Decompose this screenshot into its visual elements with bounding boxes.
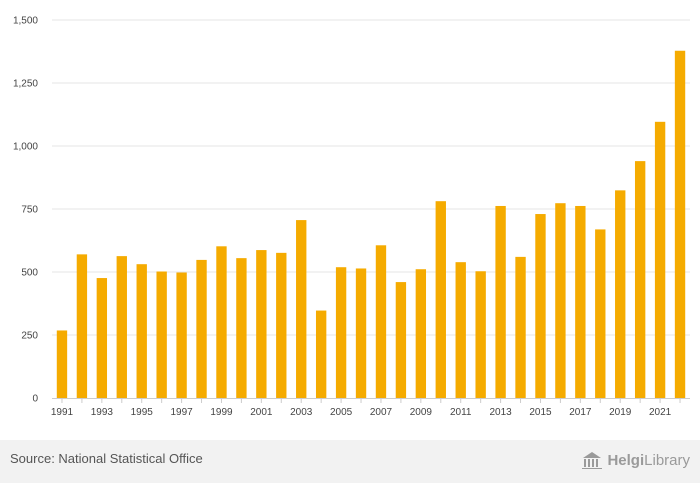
y-tick-label: 1,250 — [13, 79, 38, 90]
bar-2019 — [615, 190, 626, 398]
bar-2010 — [435, 201, 446, 398]
x-tick-label: 2005 — [330, 407, 353, 418]
footer-bar — [0, 440, 700, 483]
bar-2016 — [555, 203, 566, 398]
x-tick-label: 1997 — [170, 407, 193, 418]
bar-2021 — [654, 121, 666, 399]
bar-1997 — [176, 272, 187, 398]
y-tick-label: 500 — [21, 268, 38, 279]
bar-2002 — [276, 252, 287, 398]
bar-2018 — [595, 229, 606, 398]
bar-2008 — [395, 282, 407, 398]
y-tick-label: 750 — [21, 205, 38, 216]
bar-1999 — [216, 246, 227, 398]
x-axis-ticks: 1991 1993 1995 1997 1999 2001 2003 2005 2007 2009… — [51, 398, 681, 418]
bar-2017 — [575, 205, 586, 398]
x-tick-label: 2015 — [529, 407, 552, 418]
x-tick-label: 2019 — [609, 407, 632, 418]
x-tick-label: 2001 — [250, 407, 273, 418]
x-tick-label: 2009 — [410, 407, 433, 418]
y-tick-label: 0 — [32, 394, 38, 405]
library-building-icon — [582, 452, 603, 469]
bar-2014 — [515, 256, 526, 398]
x-tick-label: 1993 — [91, 407, 114, 418]
y-tick-label: 250 — [21, 331, 38, 342]
bar-1992 — [76, 254, 88, 398]
x-tick-label: 2003 — [290, 407, 313, 418]
x-tick-label: 2021 — [649, 407, 672, 418]
bar-2020 — [634, 161, 646, 398]
bar-1995 — [136, 264, 147, 398]
brand-logo: HelgiLibrary — [581, 449, 690, 471]
bar-1991 — [56, 330, 68, 398]
bar-2012 — [475, 271, 486, 398]
bar-2000 — [236, 258, 247, 398]
bar-2003 — [296, 220, 307, 398]
bar-2001 — [256, 250, 267, 398]
bar-2005 — [335, 267, 347, 398]
bar-2007 — [375, 245, 387, 398]
bar-2006 — [355, 268, 367, 398]
x-tick-label: 1991 — [51, 407, 74, 418]
y-tick-label: 1,000 — [13, 142, 38, 153]
bar-2013 — [495, 205, 506, 398]
x-tick-label: 1995 — [131, 407, 154, 418]
x-tick-label: 2013 — [489, 407, 512, 418]
bar-1993 — [96, 278, 108, 398]
x-tick-label: 2007 — [370, 407, 393, 418]
bar-1996 — [156, 271, 167, 398]
bar-1998 — [196, 259, 207, 398]
source-note: Source: National Statistical Office — [10, 451, 203, 466]
bar-1994 — [116, 256, 127, 398]
y-axis-ticks: 0 250 500 750 1,000 1,250 1,500 — [13, 16, 38, 405]
bar-2004 — [315, 310, 327, 398]
x-tick-label: 2017 — [569, 407, 592, 418]
bars — [56, 50, 686, 399]
bar-2015 — [535, 214, 546, 398]
y-tick-label: 1,500 — [13, 16, 38, 27]
bar-2011 — [455, 262, 466, 398]
gridlines — [52, 19, 690, 336]
bar-2022 — [674, 50, 686, 399]
x-tick-label: 1999 — [210, 407, 233, 418]
brand-name: HelgiLibrary — [607, 451, 690, 469]
bar-2009 — [415, 269, 427, 398]
x-tick-label: 2011 — [450, 407, 472, 418]
